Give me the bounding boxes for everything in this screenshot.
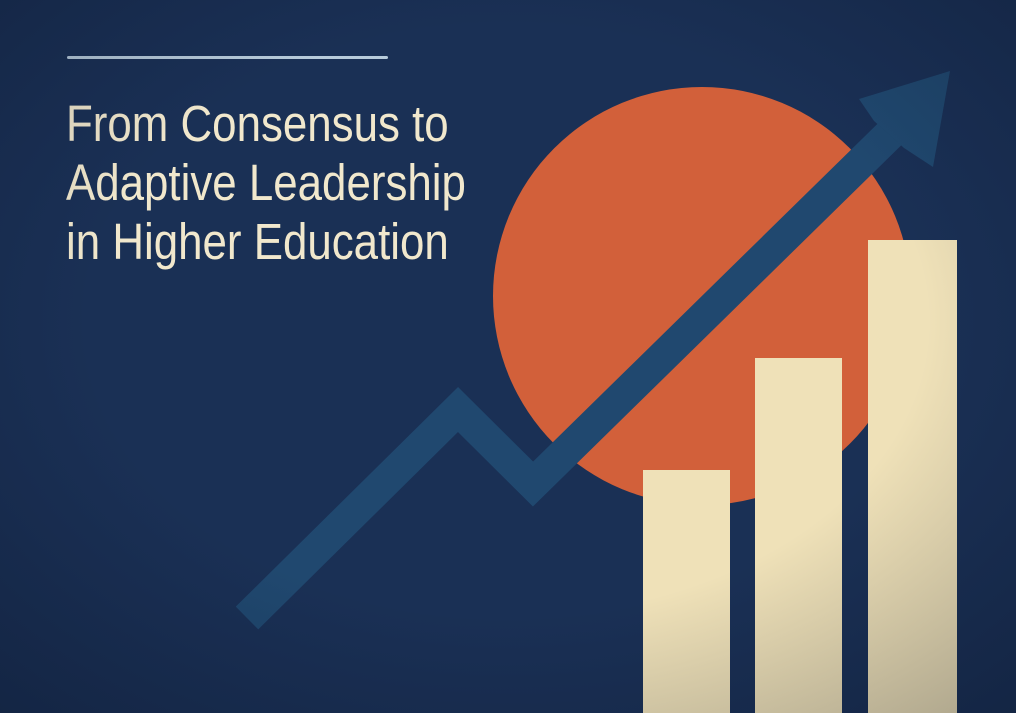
title-line: From Consensus to bbox=[66, 95, 449, 152]
bar-2 bbox=[755, 358, 842, 713]
bar-1 bbox=[643, 470, 730, 713]
title-line: Adaptive Leadership bbox=[66, 154, 466, 211]
page-title: From Consensus to Adaptive Leadership in… bbox=[66, 94, 466, 271]
bar-chart-icon bbox=[643, 240, 957, 713]
title-rule bbox=[67, 56, 388, 59]
arrowhead bbox=[859, 71, 950, 167]
title-line: in Higher Education bbox=[66, 213, 449, 270]
trend-line bbox=[235, 119, 905, 630]
bar-3 bbox=[868, 240, 957, 713]
growth-arrow-icon bbox=[235, 71, 950, 630]
